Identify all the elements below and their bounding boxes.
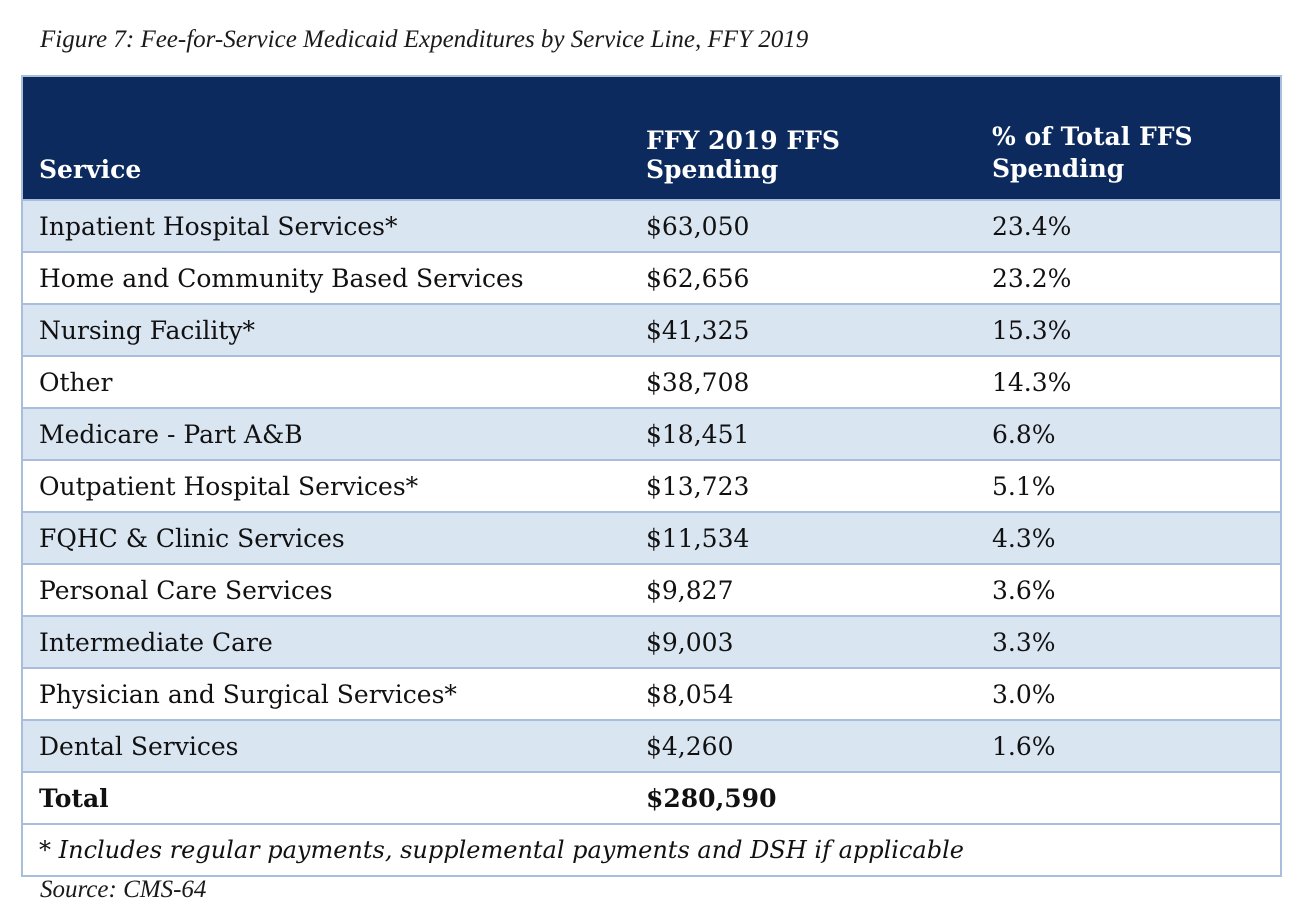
table-row: Other $38,708 14.3% [21, 355, 1282, 409]
service-cell: Other [21, 355, 630, 409]
spending-cell: $38,708 [630, 355, 976, 409]
service-cell: Medicare - Part A&B [21, 407, 630, 461]
table-row: Nursing Facility* $41,325 15.3% [21, 303, 1282, 357]
spending-cell: $4,260 [630, 719, 976, 773]
table-row: FQHC & Clinic Services $11,534 4.3% [21, 511, 1282, 565]
spending-cell: $9,827 [630, 563, 976, 617]
percent-cell: 23.4% [976, 199, 1282, 253]
percent-cell: 3.3% [976, 615, 1282, 669]
table-row: Medicare - Part A&B $18,451 6.8% [21, 407, 1282, 461]
figure-caption: Figure 7: Fee-for-Service Medicaid Expen… [40, 26, 809, 53]
table-row: Home and Community Based Services $62,65… [21, 251, 1282, 305]
spending-cell: $41,325 [630, 303, 976, 357]
service-cell: Personal Care Services [21, 563, 630, 617]
spending-cell: $62,656 [630, 251, 976, 305]
service-cell: Home and Community Based Services [21, 251, 630, 305]
service-cell: Outpatient Hospital Services* [21, 459, 630, 513]
footnote-row: * Includes regular payments, supplementa… [21, 823, 1282, 877]
header-percent-line1: % of Total FFS [992, 122, 1193, 151]
service-cell: Inpatient Hospital Services* [21, 199, 630, 253]
total-percent-empty [976, 771, 1282, 825]
spending-cell: $13,723 [630, 459, 976, 513]
table-header-row: Service FFY 2019 FFS Spending % of Total… [21, 75, 1282, 201]
header-percent: % of Total FFS Spending [976, 75, 1282, 201]
percent-cell: 4.3% [976, 511, 1282, 565]
expenditures-table: Service FFY 2019 FFS Spending % of Total… [21, 75, 1282, 877]
table-row: Intermediate Care $9,003 3.3% [21, 615, 1282, 669]
percent-cell: 3.0% [976, 667, 1282, 721]
table-row: Dental Services $4,260 1.6% [21, 719, 1282, 773]
total-spending: $280,590 [630, 771, 976, 825]
spending-cell: $18,451 [630, 407, 976, 461]
percent-cell: 14.3% [976, 355, 1282, 409]
table-row: Physician and Surgical Services* $8,054 … [21, 667, 1282, 721]
service-cell: Nursing Facility* [21, 303, 630, 357]
table-row: Outpatient Hospital Services* $13,723 5.… [21, 459, 1282, 513]
header-spending: FFY 2019 FFS Spending [630, 75, 976, 201]
header-percent-line2: Spending [992, 154, 1125, 183]
percent-cell: 23.2% [976, 251, 1282, 305]
spending-cell: $11,534 [630, 511, 976, 565]
table-row: Inpatient Hospital Services* $63,050 23.… [21, 199, 1282, 253]
percent-cell: 15.3% [976, 303, 1282, 357]
percent-cell: 3.6% [976, 563, 1282, 617]
percent-cell: 5.1% [976, 459, 1282, 513]
service-cell: Dental Services [21, 719, 630, 773]
percent-cell: 1.6% [976, 719, 1282, 773]
service-cell: Intermediate Care [21, 615, 630, 669]
spending-cell: $8,054 [630, 667, 976, 721]
spending-cell: $63,050 [630, 199, 976, 253]
total-label: Total [21, 771, 630, 825]
service-cell: Physician and Surgical Services* [21, 667, 630, 721]
table-row: Personal Care Services $9,827 3.6% [21, 563, 1282, 617]
source-note: Source: CMS-64 [40, 876, 207, 903]
expenditures-table-container: Service FFY 2019 FFS Spending % of Total… [21, 75, 1282, 877]
percent-cell: 6.8% [976, 407, 1282, 461]
service-cell: FQHC & Clinic Services [21, 511, 630, 565]
table-body: Inpatient Hospital Services* $63,050 23.… [21, 199, 1282, 877]
spending-cell: $9,003 [630, 615, 976, 669]
header-service: Service [21, 75, 630, 201]
footnote-text: * Includes regular payments, supplementa… [21, 823, 1282, 877]
total-row: Total $280,590 [21, 771, 1282, 825]
